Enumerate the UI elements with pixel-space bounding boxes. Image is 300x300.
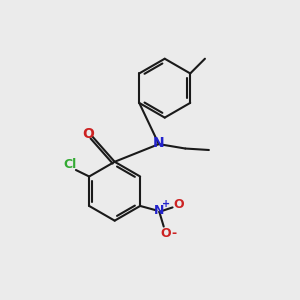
Text: N: N [154, 204, 164, 217]
Text: N: N [153, 136, 165, 150]
Text: Cl: Cl [63, 158, 77, 171]
Text: O: O [82, 127, 94, 141]
Text: -: - [171, 227, 176, 240]
Text: O: O [160, 227, 170, 240]
Text: +: + [162, 200, 170, 209]
Text: O: O [173, 198, 184, 211]
